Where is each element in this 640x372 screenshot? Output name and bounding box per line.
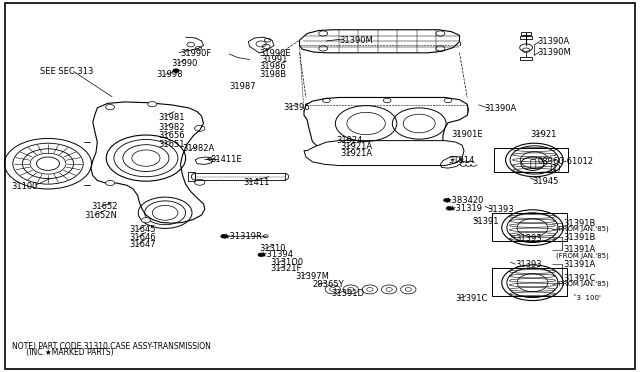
Text: 31390A: 31390A <box>538 37 570 46</box>
Text: 31397M: 31397M <box>296 272 330 280</box>
Text: 31656: 31656 <box>159 131 186 140</box>
Text: 31914: 31914 <box>448 156 474 165</box>
Text: 31390M: 31390M <box>538 48 572 57</box>
Text: (FROM JAN.'85): (FROM JAN.'85) <box>556 225 608 232</box>
Text: 31411: 31411 <box>243 178 269 187</box>
Circle shape <box>258 253 264 257</box>
Text: (1): (1) <box>549 164 561 173</box>
Circle shape <box>446 206 452 210</box>
Text: 31390A: 31390A <box>484 104 516 113</box>
Text: 31100: 31100 <box>12 182 38 191</box>
Circle shape <box>221 234 227 238</box>
Text: 31986: 31986 <box>259 62 286 71</box>
Text: 3198B: 3198B <box>259 70 286 79</box>
Text: 31393: 31393 <box>488 205 515 214</box>
Circle shape <box>106 105 115 110</box>
Text: ★31319R: ★31319R <box>223 232 262 241</box>
Bar <box>492 213 567 241</box>
Bar <box>188 172 195 181</box>
Text: 31921: 31921 <box>530 130 556 139</box>
Bar <box>520 57 532 60</box>
Text: ★31394: ★31394 <box>259 250 293 259</box>
Polygon shape <box>304 97 468 151</box>
Text: 31391C: 31391C <box>563 274 596 283</box>
Text: 31391C: 31391C <box>456 294 488 303</box>
Text: 31998: 31998 <box>156 70 182 79</box>
Text: 08360-61012: 08360-61012 <box>538 157 594 166</box>
Text: 31391B: 31391B <box>563 233 596 242</box>
Bar <box>521 32 531 35</box>
Text: 31391: 31391 <box>472 217 499 226</box>
Text: 31652N: 31652N <box>84 211 117 219</box>
Text: 31411E: 31411E <box>210 155 241 164</box>
Text: 31321F: 31321F <box>270 264 301 273</box>
Text: ★383420: ★383420 <box>445 196 484 205</box>
Text: 31981: 31981 <box>159 113 185 122</box>
Text: 31987: 31987 <box>229 82 256 91</box>
Text: 31990E: 31990E <box>259 49 291 58</box>
Text: 31982: 31982 <box>159 123 185 132</box>
Text: 31646: 31646 <box>129 233 156 242</box>
Text: NOTE) PART CODE 31310 CASE ASSY-TRANSMISSION: NOTE) PART CODE 31310 CASE ASSY-TRANSMIS… <box>12 342 211 351</box>
Text: 31645: 31645 <box>129 225 156 234</box>
Text: 31393: 31393 <box>515 234 542 243</box>
Text: 31390M: 31390M <box>339 36 373 45</box>
Text: (FROM JAN.'85): (FROM JAN.'85) <box>556 280 608 287</box>
Text: 31391B: 31391B <box>563 219 596 228</box>
Bar <box>492 268 567 296</box>
Text: Ⓢ: Ⓢ <box>529 159 536 169</box>
Circle shape <box>106 180 115 186</box>
Circle shape <box>444 198 450 202</box>
Text: 31990: 31990 <box>172 60 198 68</box>
Text: (INC.★MARKED PARTS): (INC.★MARKED PARTS) <box>12 348 113 357</box>
Bar <box>494 148 568 172</box>
Text: 31921A: 31921A <box>340 142 372 151</box>
Text: 31652: 31652 <box>91 202 117 211</box>
Text: ★31319: ★31319 <box>448 204 482 213</box>
Bar <box>195 173 285 180</box>
Text: 31990F: 31990F <box>180 49 212 58</box>
Text: 31982A: 31982A <box>182 144 214 153</box>
Circle shape <box>141 218 150 223</box>
Text: (FROM JAN.'85): (FROM JAN.'85) <box>556 253 608 259</box>
Text: 31921A: 31921A <box>340 149 372 158</box>
Circle shape <box>173 69 179 73</box>
Text: 31991: 31991 <box>261 55 287 64</box>
Text: 31396: 31396 <box>283 103 310 112</box>
Text: 31393: 31393 <box>515 260 542 269</box>
Text: 31901E: 31901E <box>451 130 483 139</box>
Polygon shape <box>304 141 464 166</box>
Text: 31647: 31647 <box>129 240 156 249</box>
Text: 31924: 31924 <box>336 136 362 145</box>
Text: 31945: 31945 <box>532 177 559 186</box>
Text: SEE SEC.313: SEE SEC.313 <box>40 67 93 76</box>
Text: 31651: 31651 <box>159 140 185 149</box>
Text: 31391A: 31391A <box>563 246 595 254</box>
Circle shape <box>148 102 157 107</box>
Text: 31310: 31310 <box>259 244 285 253</box>
Text: 31391A: 31391A <box>563 260 595 269</box>
Text: 28365Y: 28365Y <box>312 280 344 289</box>
Bar <box>520 36 532 39</box>
Text: 3131O0: 3131O0 <box>270 258 303 267</box>
Polygon shape <box>300 30 460 53</box>
Text: ˃3  100': ˃3 100' <box>573 295 601 301</box>
Text: 31391D: 31391D <box>332 289 365 298</box>
